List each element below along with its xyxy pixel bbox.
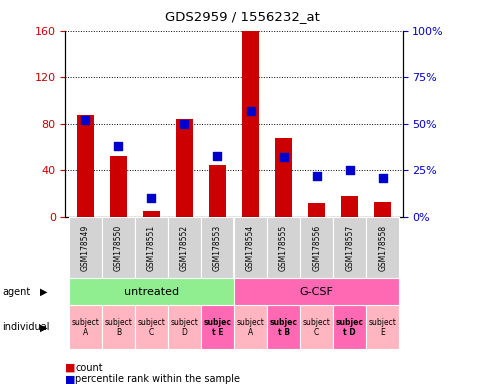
Text: subjec
t E: subjec t E	[203, 318, 231, 337]
Point	[213, 152, 221, 159]
Bar	[102, 305, 135, 349]
Bar	[233, 217, 267, 278]
Text: subjec
t D: subjec t D	[335, 318, 363, 337]
Bar	[333, 217, 365, 278]
Text: ■: ■	[65, 363, 76, 373]
Bar	[233, 278, 398, 305]
Text: GSM178549: GSM178549	[81, 225, 90, 271]
Bar	[69, 305, 102, 349]
Bar	[300, 217, 333, 278]
Text: ▶: ▶	[40, 322, 47, 333]
Text: GDS2959 / 1556232_at: GDS2959 / 1556232_at	[165, 10, 319, 23]
Text: GSM178554: GSM178554	[245, 225, 255, 271]
Point	[345, 167, 353, 174]
Text: GSM178557: GSM178557	[345, 225, 353, 271]
Text: G-CSF: G-CSF	[299, 287, 333, 297]
Bar	[176, 119, 192, 217]
Text: agent: agent	[2, 287, 30, 297]
Text: subject
D: subject D	[170, 318, 198, 337]
Bar	[102, 217, 135, 278]
Bar	[200, 305, 233, 349]
Point	[147, 195, 155, 202]
Text: subjec
t B: subjec t B	[269, 318, 297, 337]
Bar	[69, 278, 234, 305]
Bar	[143, 211, 159, 217]
Text: GSM178551: GSM178551	[147, 225, 155, 271]
Bar	[135, 305, 167, 349]
Point	[246, 108, 254, 114]
Bar	[110, 156, 126, 217]
Text: GSM178553: GSM178553	[212, 225, 222, 271]
Point	[180, 121, 188, 127]
Text: GSM178555: GSM178555	[278, 225, 287, 271]
Text: GSM178556: GSM178556	[312, 225, 320, 271]
Text: ▶: ▶	[40, 287, 47, 297]
Point	[114, 143, 122, 149]
Bar	[300, 305, 333, 349]
Bar	[275, 138, 291, 217]
Text: untreated: untreated	[123, 287, 179, 297]
Text: subject
A: subject A	[71, 318, 99, 337]
Text: subject
C: subject C	[137, 318, 165, 337]
Bar	[267, 217, 300, 278]
Bar	[333, 305, 365, 349]
Point	[81, 117, 89, 123]
Bar	[267, 305, 300, 349]
Bar	[167, 217, 200, 278]
Point	[378, 175, 386, 181]
Bar	[233, 305, 267, 349]
Text: GSM178550: GSM178550	[114, 225, 122, 271]
Bar	[135, 217, 167, 278]
Bar	[209, 165, 225, 217]
Bar	[365, 305, 398, 349]
Bar	[69, 217, 102, 278]
Text: GSM178552: GSM178552	[180, 225, 189, 271]
Text: ■: ■	[65, 374, 76, 384]
Text: GSM178558: GSM178558	[378, 225, 386, 271]
Bar	[242, 31, 258, 217]
Text: count: count	[75, 363, 103, 373]
Text: percentile rank within the sample: percentile rank within the sample	[75, 374, 240, 384]
Text: subject
E: subject E	[368, 318, 396, 337]
Point	[312, 173, 320, 179]
Bar	[308, 203, 324, 217]
Text: subject
C: subject C	[302, 318, 330, 337]
Point	[279, 154, 287, 161]
Text: subject
B: subject B	[104, 318, 132, 337]
Bar	[374, 202, 390, 217]
Text: individual: individual	[2, 322, 50, 333]
Bar	[77, 114, 93, 217]
Bar	[167, 305, 200, 349]
Text: subject
A: subject A	[236, 318, 264, 337]
Bar	[200, 217, 233, 278]
Bar	[341, 196, 357, 217]
Bar	[365, 217, 398, 278]
